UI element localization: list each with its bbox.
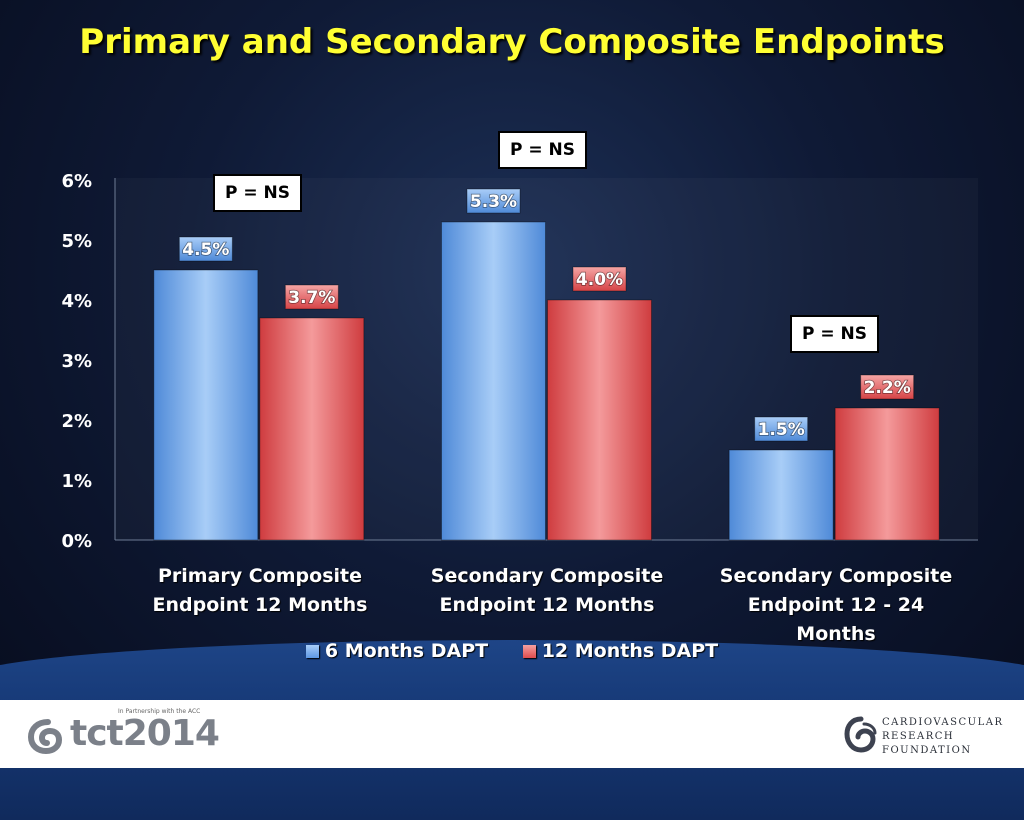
tct-swirl-icon	[28, 719, 63, 754]
y-tick-label: 4%	[61, 291, 92, 312]
data-label-box-six-months	[466, 188, 521, 214]
bar-six-months	[728, 449, 834, 541]
data-label-six-months: 1.5%	[758, 420, 805, 440]
category-label-primary: Primary Composite Endpoint 12 Months	[152, 565, 368, 616]
data-label-twelve-months: 2.2%	[864, 378, 911, 398]
bar-twelve-months	[834, 407, 940, 541]
crf-emblem-icon	[844, 716, 877, 753]
y-tick-label: 0%	[61, 531, 92, 552]
p-value-box-primary: P = NS	[213, 174, 303, 212]
data-label-six-months: 4.5%	[182, 240, 229, 260]
legend-swatch-blue	[305, 644, 319, 658]
footer-band	[0, 700, 1024, 768]
data-label-box-twelve-months	[572, 266, 627, 292]
tct-tagline: In Partnership with the ACC	[118, 708, 201, 715]
legend-swatch-red	[522, 644, 536, 658]
y-tick-label: 3%	[61, 351, 92, 372]
data-label-box-six-months	[754, 416, 809, 442]
tct-brand-text: tct2014	[70, 713, 220, 754]
slide-title: Primary and Secondary Composite Endpoint…	[79, 22, 945, 62]
bar-twelve-months	[259, 317, 365, 541]
data-label-six-months: 5.3%	[470, 192, 517, 212]
legend-item-12-months: 12 Months DAPT	[522, 640, 719, 662]
bar-six-months	[153, 269, 259, 541]
y-tick-label: 5%	[61, 231, 92, 252]
bar-twelve-months	[547, 299, 652, 541]
data-label-twelve-months: 3.7%	[288, 288, 335, 308]
p-value-box-secondary-12-24: P = NS	[790, 315, 880, 353]
data-label-box-six-months	[178, 236, 233, 262]
y-tick-label: 1%	[61, 471, 92, 492]
bar-six-months	[441, 221, 546, 541]
data-label-box-twelve-months	[284, 284, 339, 310]
legend-label-6-months: 6 Months DAPT	[324, 640, 489, 662]
data-label-twelve-months: 4.0%	[576, 270, 623, 290]
y-tick-label: 2%	[61, 411, 92, 432]
data-label-box-twelve-months	[860, 374, 915, 400]
legend-label-12-months: 12 Months DAPT	[541, 640, 719, 662]
bar-chart: 0% 1% 2% 3% 4% 5% 6% 4.5% 3.7% 5.3% 4.0% 1.5% 2.2%	[61, 171, 978, 552]
crf-text: CARDIOVASCULAR RESEARCH FOUNDATION	[882, 717, 1004, 756]
y-tick-label: 6%	[61, 171, 92, 192]
category-label-secondary-12-24: Secondary Composite Endpoint 12 - 24 Mont…	[719, 565, 953, 645]
crf-logo: CARDIOVASCULAR RESEARCH FOUNDATION	[844, 716, 1002, 758]
chart-legend: 6 Months DAPT 12 Months DAPT	[0, 640, 1024, 663]
category-label-secondary-12: Secondary Composite Endpoint 12 Months	[430, 565, 664, 616]
p-value-box-secondary-12: P = NS	[498, 131, 588, 169]
legend-item-6-months: 6 Months DAPT	[305, 640, 489, 662]
